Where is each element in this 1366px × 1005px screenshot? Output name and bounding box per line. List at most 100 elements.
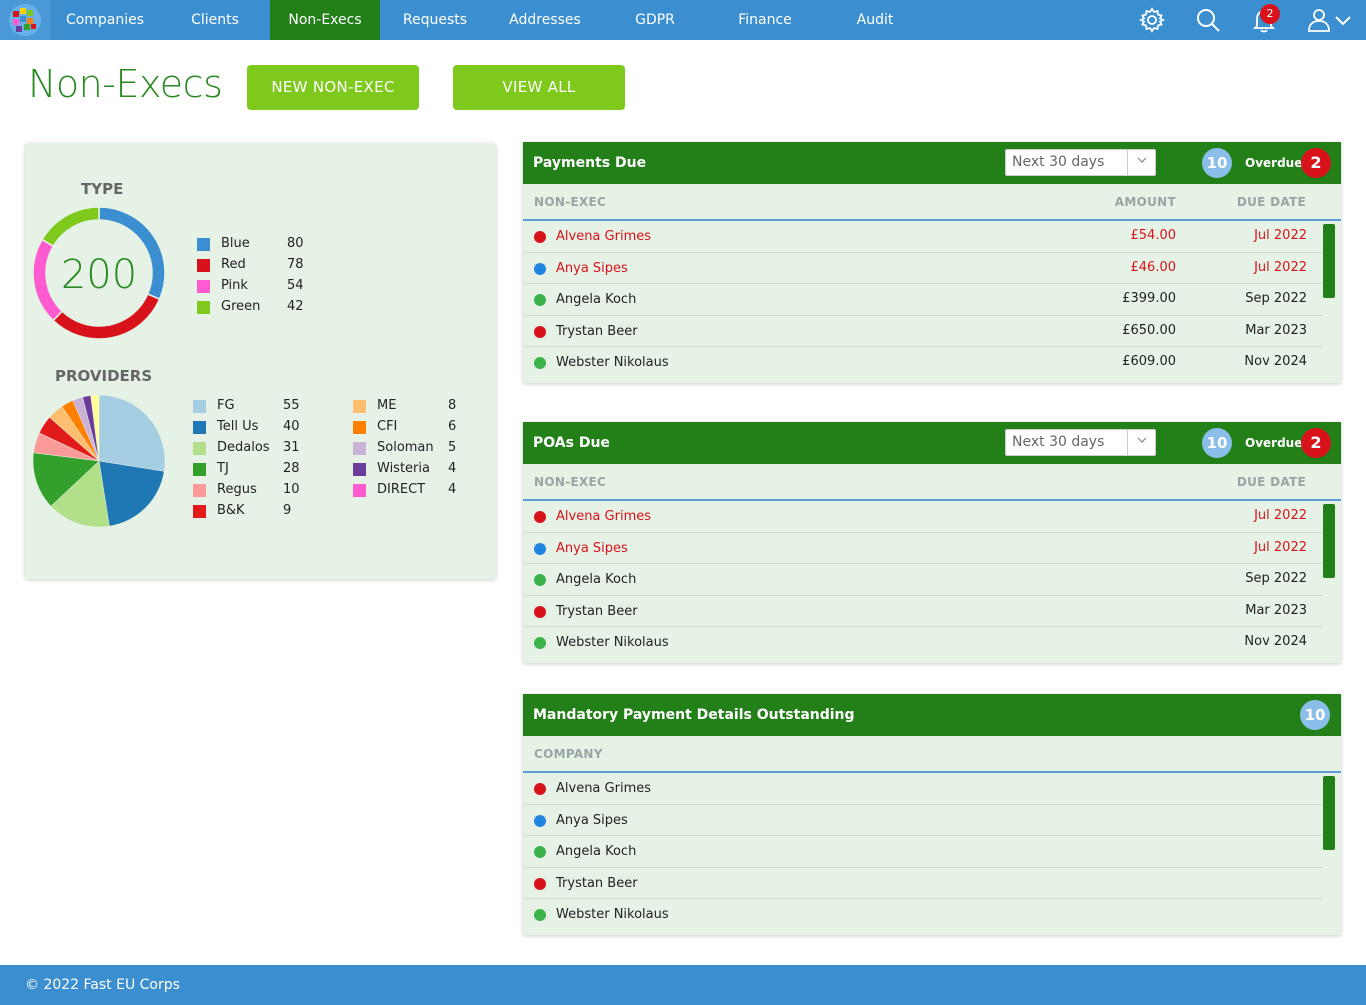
table-row[interactable]: Anya Sipes £46.00 Jul 2022 [523, 253, 1323, 284]
legend-label: DIRECT [377, 482, 426, 497]
providers-slice-fg[interactable] [98, 394, 166, 472]
table-row[interactable]: Angela Koch Sep 2022 [523, 564, 1323, 596]
table-row[interactable]: Anya Sipes [523, 805, 1323, 836]
footer: © 2022 Fast EU Corps [0, 965, 1366, 1005]
row-due-date: Mar 2023 [1245, 602, 1307, 618]
legend-label: FG [217, 398, 235, 413]
table-row[interactable]: Alvena Grimes £54.00 Jul 2022 [523, 221, 1323, 253]
poas-due-filter-select[interactable]: Next 30 days [1005, 429, 1156, 456]
table-row[interactable]: Trystan Beer [523, 868, 1323, 899]
type-slice-red[interactable] [52, 293, 161, 340]
poas-due-overdue-badge: 2 [1301, 428, 1331, 458]
notification-count-badge: 2 [1260, 4, 1280, 24]
column-header-amount[interactable]: AMOUNT [1114, 195, 1176, 209]
row-name-link[interactable]: Anya Sipes [556, 540, 628, 556]
column-header-non-exec[interactable]: NON-EXEC [534, 195, 607, 209]
row-name-link[interactable]: Alvena Grimes [556, 229, 651, 244]
new-non-exec-button[interactable]: NEW NON-EXEC [247, 65, 419, 110]
payments-due-overdue-badge: 2 [1301, 148, 1331, 178]
table-row[interactable]: Webster Nikolaus £609.00 Nov 2024 [523, 347, 1323, 379]
top-nav: Companies Clients Non-Execs Requests Add… [0, 0, 1366, 40]
legend-label: Blue [221, 236, 250, 251]
payments-due-card: Payments Due Next 30 days 10 Overdue 2 N… [523, 142, 1341, 383]
status-dot-icon [534, 605, 546, 618]
footer-copyright: © 2022 Fast EU Corps [25, 977, 180, 993]
type-label: TYPE [81, 180, 124, 198]
legend-swatch [193, 442, 206, 455]
nav-addresses[interactable]: Addresses [509, 12, 581, 28]
nav-requests[interactable]: Requests [402, 12, 468, 28]
table-row[interactable]: Alvena Grimes Jul 2022 [523, 501, 1323, 533]
type-legend-item: Blue 80 [197, 236, 307, 252]
poas-due-header: POAs Due Next 30 days 10 Overdue 2 [523, 422, 1341, 464]
status-dot-icon [534, 294, 546, 306]
row-name-link[interactable]: Angela Koch [556, 292, 637, 307]
table-row[interactable]: Anya Sipes Jul 2022 [523, 533, 1323, 564]
logo[interactable] [0, 0, 50, 40]
type-slice-green[interactable] [41, 206, 100, 248]
status-dot-icon [534, 325, 546, 338]
row-name-link[interactable]: Webster Nikolaus [556, 635, 669, 650]
row-due-date: Nov 2024 [1244, 354, 1307, 369]
row-name-link[interactable]: Anya Sipes [556, 260, 628, 276]
nav-companies[interactable]: Companies [65, 12, 145, 28]
providers-slice-tell-us[interactable] [98, 460, 165, 527]
column-header-due-date[interactable]: DUE DATE [1236, 195, 1306, 209]
table-row[interactable]: Trystan Beer Mar 2023 [523, 596, 1323, 627]
status-dot-icon [534, 357, 546, 369]
user-icon [1308, 9, 1330, 32]
row-amount: £609.00 [1122, 354, 1176, 369]
table-row[interactable]: Angela Koch [523, 836, 1323, 868]
nav-clients[interactable]: Clients [191, 12, 239, 28]
row-name-link[interactable]: Alvena Grimes [556, 509, 651, 524]
row-name-link[interactable]: Trystan Beer [556, 875, 638, 891]
row-due-date: Jul 2022 [1254, 259, 1307, 275]
scrollbar[interactable] [1323, 504, 1335, 578]
row-name-link[interactable]: Webster Nikolaus [556, 355, 669, 370]
row-name-link[interactable]: Angela Koch [556, 572, 637, 587]
notifications-button[interactable]: 2 [1236, 0, 1292, 40]
settings-button[interactable] [1124, 0, 1180, 40]
nav-non-execs[interactable]: Non-Execs [270, 0, 380, 40]
nav-finance[interactable]: Finance [738, 12, 792, 28]
column-header-due-date[interactable]: DUE DATE [1236, 475, 1306, 489]
legend-value: 8 [448, 398, 457, 413]
providers-legend-item: FG 55 [193, 398, 303, 414]
row-name-link[interactable]: Anya Sipes [556, 812, 628, 828]
user-menu-button[interactable] [1292, 0, 1366, 40]
row-due-date: Sep 2022 [1245, 291, 1307, 306]
legend-label: Pink [221, 278, 248, 293]
mandatory-payment-column-headers: COMPANY [523, 736, 1341, 773]
view-all-button[interactable]: VIEW ALL [453, 65, 625, 110]
table-row[interactable]: Webster Nikolaus Nov 2024 [523, 627, 1323, 659]
row-name-link[interactable]: Webster Nikolaus [556, 907, 669, 922]
column-header-company[interactable]: COMPANY [534, 747, 603, 761]
scrollbar[interactable] [1323, 224, 1335, 298]
search-button[interactable] [1180, 0, 1236, 40]
nav-audit[interactable]: Audit [856, 12, 894, 28]
row-name-link[interactable]: Trystan Beer [556, 323, 638, 339]
scrollbar[interactable] [1323, 776, 1335, 850]
column-header-non-exec[interactable]: NON-EXEC [534, 475, 607, 489]
table-row[interactable]: Angela Koch £399.00 Sep 2022 [523, 284, 1323, 316]
legend-label: Tell Us [217, 419, 259, 434]
providers-slice-tj[interactable] [32, 452, 100, 507]
row-name-link[interactable]: Angela Koch [556, 844, 637, 859]
providers-slice-dedalos[interactable] [50, 460, 110, 528]
row-name-link[interactable]: Trystan Beer [556, 603, 638, 619]
poas-due-overdue-label: Overdue [1245, 436, 1303, 450]
row-due-date: Jul 2022 [1254, 539, 1307, 555]
row-name-link[interactable]: Alvena Grimes [556, 781, 651, 796]
table-row[interactable]: Trystan Beer £650.00 Mar 2023 [523, 316, 1323, 347]
legend-value: 28 [283, 461, 300, 476]
nav-gdpr[interactable]: GDPR [635, 12, 675, 28]
mandatory-payment-title: Mandatory Payment Details Outstanding [533, 707, 855, 723]
payments-due-filter-select[interactable]: Next 30 days [1005, 149, 1156, 176]
providers-slice-direct[interactable] [90, 394, 100, 462]
table-row[interactable]: Alvena Grimes [523, 773, 1323, 805]
poas-due-rows: Alvena Grimes Jul 2022 Anya Sipes Jul 2022 A… [523, 501, 1341, 659]
legend-swatch [353, 463, 366, 476]
legend-label: ME [377, 398, 397, 413]
table-row[interactable]: Webster Nikolaus [523, 899, 1323, 931]
mandatory-payment-count-badge: 10 [1300, 700, 1330, 730]
